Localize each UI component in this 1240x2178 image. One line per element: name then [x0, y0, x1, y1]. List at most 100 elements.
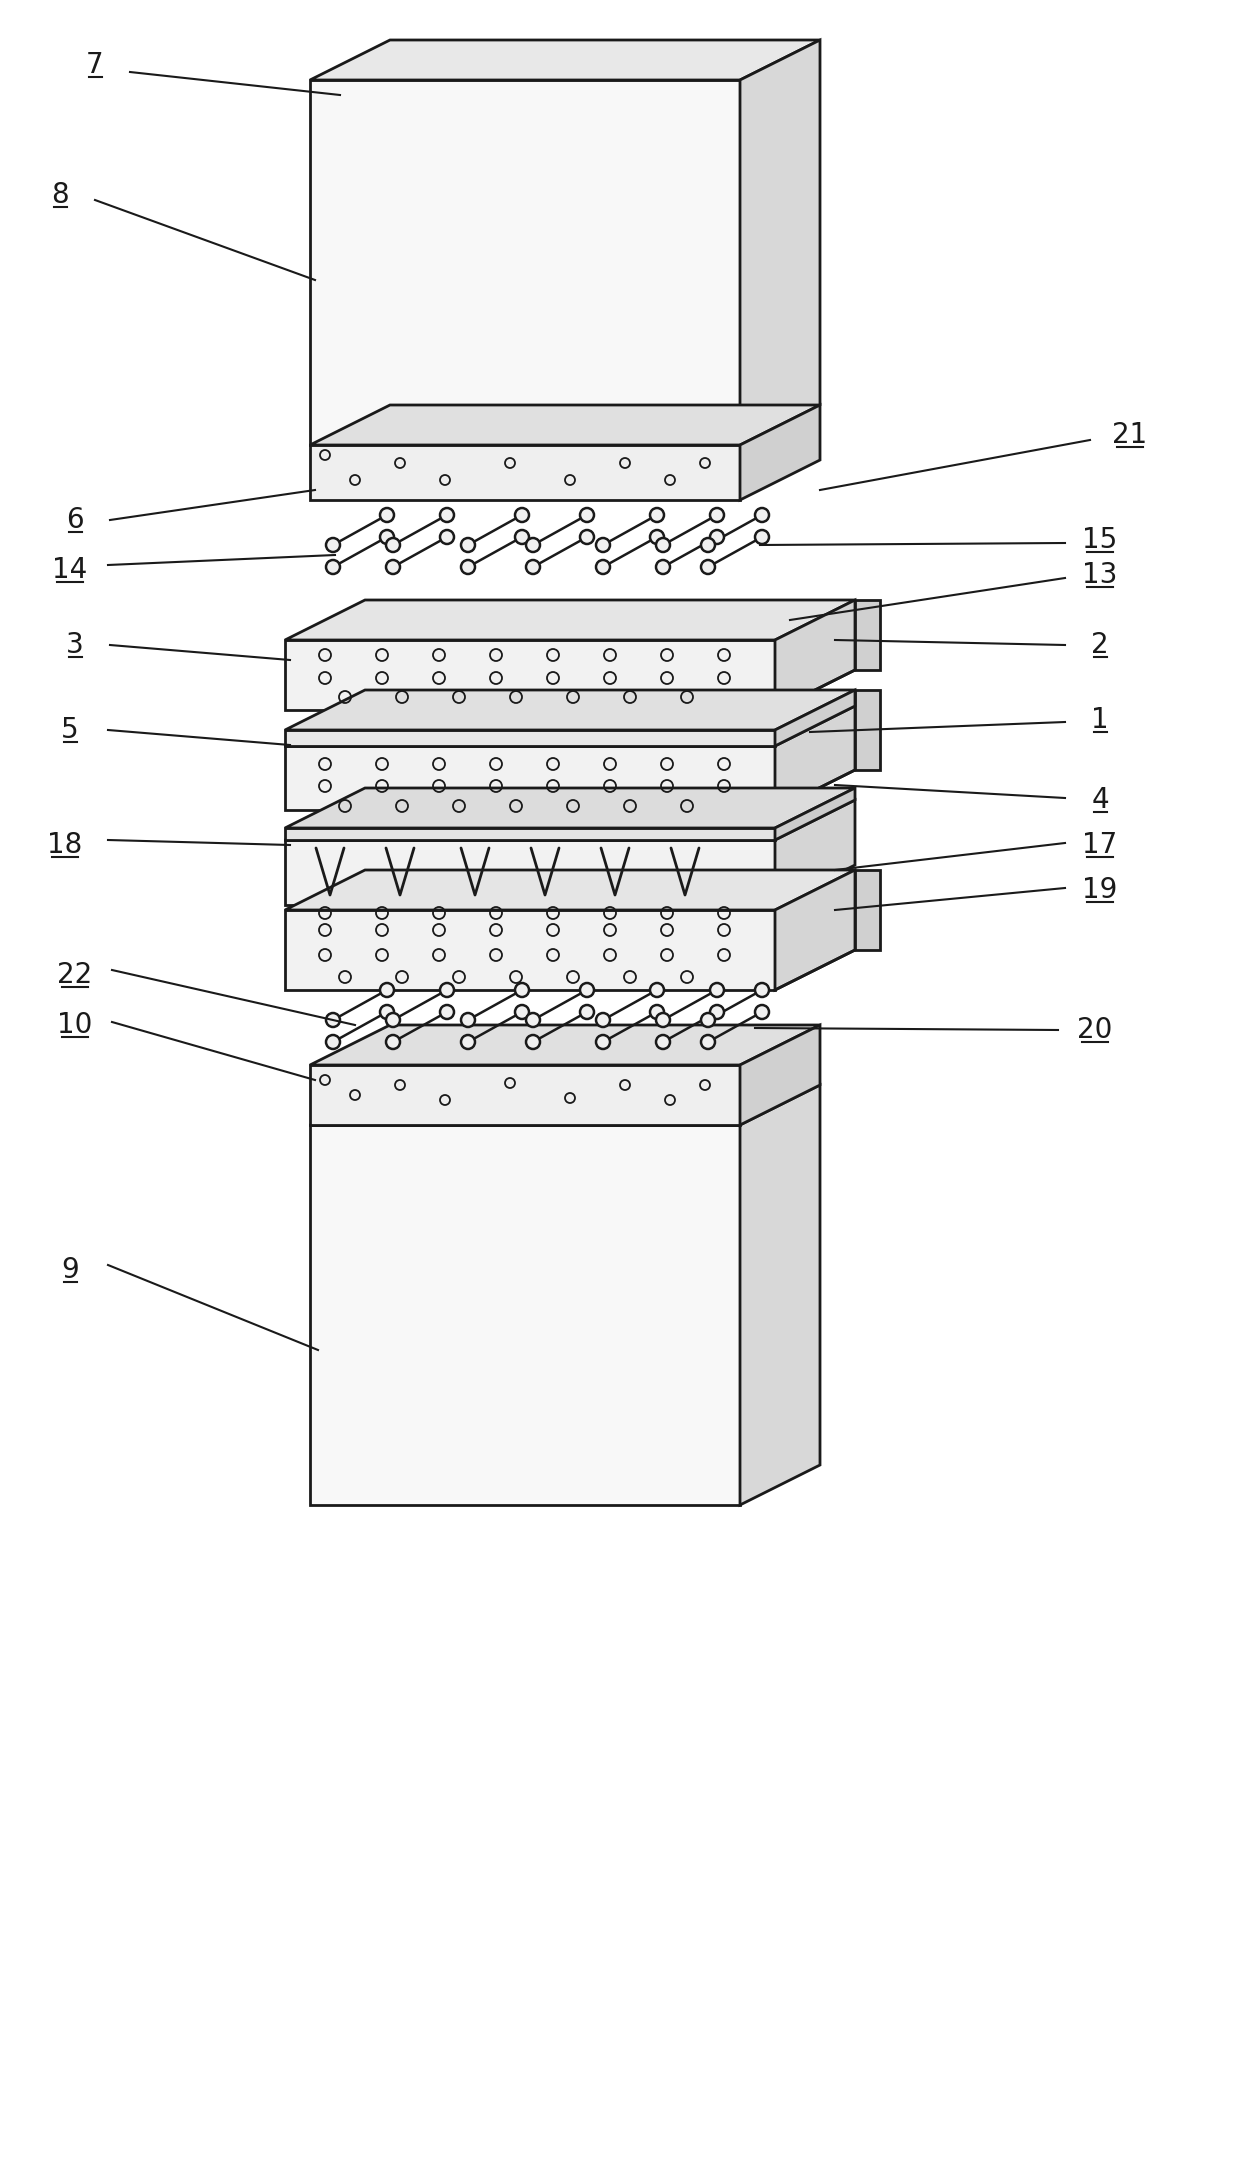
Circle shape [755, 507, 769, 523]
Text: 10: 10 [57, 1011, 93, 1039]
Circle shape [701, 560, 715, 575]
Circle shape [701, 538, 715, 551]
Polygon shape [856, 869, 880, 950]
Circle shape [656, 1013, 670, 1028]
Circle shape [596, 560, 610, 575]
Circle shape [755, 529, 769, 544]
Circle shape [596, 1035, 610, 1050]
Text: 9: 9 [61, 1257, 79, 1285]
Polygon shape [285, 747, 775, 810]
Polygon shape [285, 869, 856, 910]
Polygon shape [775, 799, 856, 906]
Circle shape [386, 1035, 401, 1050]
Circle shape [656, 1035, 670, 1050]
Polygon shape [285, 799, 856, 841]
Polygon shape [856, 690, 880, 771]
Text: 20: 20 [1078, 1015, 1112, 1043]
Circle shape [386, 538, 401, 551]
Text: 18: 18 [47, 832, 83, 858]
Circle shape [379, 507, 394, 523]
Circle shape [379, 529, 394, 544]
Circle shape [526, 538, 539, 551]
Polygon shape [740, 405, 820, 501]
Circle shape [596, 1013, 610, 1028]
Circle shape [526, 560, 539, 575]
Text: 6: 6 [66, 505, 84, 534]
Polygon shape [775, 599, 856, 710]
Circle shape [440, 982, 454, 998]
Polygon shape [775, 869, 856, 991]
Polygon shape [310, 39, 820, 81]
Polygon shape [310, 1065, 740, 1126]
Circle shape [379, 1004, 394, 1019]
Circle shape [580, 507, 594, 523]
Circle shape [650, 529, 663, 544]
Circle shape [701, 1013, 715, 1028]
Polygon shape [285, 706, 856, 747]
Circle shape [755, 1004, 769, 1019]
Polygon shape [285, 690, 856, 730]
Text: 14: 14 [52, 555, 88, 584]
Circle shape [379, 982, 394, 998]
Polygon shape [775, 788, 856, 841]
Circle shape [526, 1013, 539, 1028]
Circle shape [326, 1035, 340, 1050]
Text: 8: 8 [51, 181, 68, 209]
Text: 7: 7 [87, 50, 104, 78]
Text: 4: 4 [1091, 786, 1109, 815]
Circle shape [461, 1035, 475, 1050]
Circle shape [440, 529, 454, 544]
Text: 3: 3 [66, 632, 84, 660]
Polygon shape [285, 599, 856, 640]
Polygon shape [310, 1026, 820, 1065]
Circle shape [650, 1004, 663, 1019]
Circle shape [515, 507, 529, 523]
Circle shape [701, 1035, 715, 1050]
Circle shape [515, 1004, 529, 1019]
Text: 19: 19 [1083, 876, 1117, 904]
Circle shape [711, 1004, 724, 1019]
Circle shape [461, 1013, 475, 1028]
Circle shape [596, 538, 610, 551]
Polygon shape [310, 81, 740, 444]
Polygon shape [310, 1126, 740, 1505]
Text: 1: 1 [1091, 706, 1109, 734]
Polygon shape [310, 444, 740, 501]
Circle shape [515, 982, 529, 998]
Circle shape [526, 1035, 539, 1050]
Polygon shape [310, 1085, 820, 1126]
Circle shape [711, 507, 724, 523]
Polygon shape [285, 730, 775, 747]
Circle shape [326, 538, 340, 551]
Polygon shape [740, 39, 820, 444]
Polygon shape [740, 1026, 820, 1126]
Circle shape [515, 529, 529, 544]
Circle shape [755, 982, 769, 998]
Polygon shape [285, 640, 775, 710]
Text: 15: 15 [1083, 527, 1117, 553]
Circle shape [326, 560, 340, 575]
Polygon shape [310, 405, 820, 444]
Circle shape [440, 1004, 454, 1019]
Circle shape [580, 982, 594, 998]
Circle shape [461, 560, 475, 575]
Text: 21: 21 [1112, 420, 1148, 449]
Polygon shape [285, 841, 775, 906]
Text: 2: 2 [1091, 632, 1109, 660]
Circle shape [461, 538, 475, 551]
Circle shape [711, 529, 724, 544]
Circle shape [650, 507, 663, 523]
Polygon shape [856, 599, 880, 671]
Circle shape [656, 538, 670, 551]
Text: 17: 17 [1083, 832, 1117, 858]
Polygon shape [285, 788, 856, 828]
Circle shape [326, 1013, 340, 1028]
Circle shape [580, 529, 594, 544]
Circle shape [440, 507, 454, 523]
Polygon shape [775, 690, 856, 747]
Circle shape [711, 982, 724, 998]
Polygon shape [740, 1085, 820, 1505]
Text: 22: 22 [57, 960, 93, 989]
Polygon shape [775, 706, 856, 810]
Circle shape [580, 1004, 594, 1019]
